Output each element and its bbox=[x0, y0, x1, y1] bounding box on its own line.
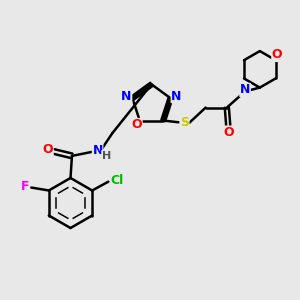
Text: O: O bbox=[224, 126, 234, 139]
Text: N: N bbox=[171, 90, 182, 103]
Text: O: O bbox=[43, 143, 53, 157]
Text: N: N bbox=[92, 144, 103, 158]
Text: S: S bbox=[180, 116, 189, 129]
Text: H: H bbox=[102, 151, 111, 160]
Text: O: O bbox=[131, 118, 142, 131]
Text: O: O bbox=[272, 48, 282, 62]
Text: F: F bbox=[21, 180, 29, 193]
Text: Cl: Cl bbox=[111, 174, 124, 187]
Text: N: N bbox=[122, 90, 132, 103]
Text: N: N bbox=[240, 83, 250, 96]
